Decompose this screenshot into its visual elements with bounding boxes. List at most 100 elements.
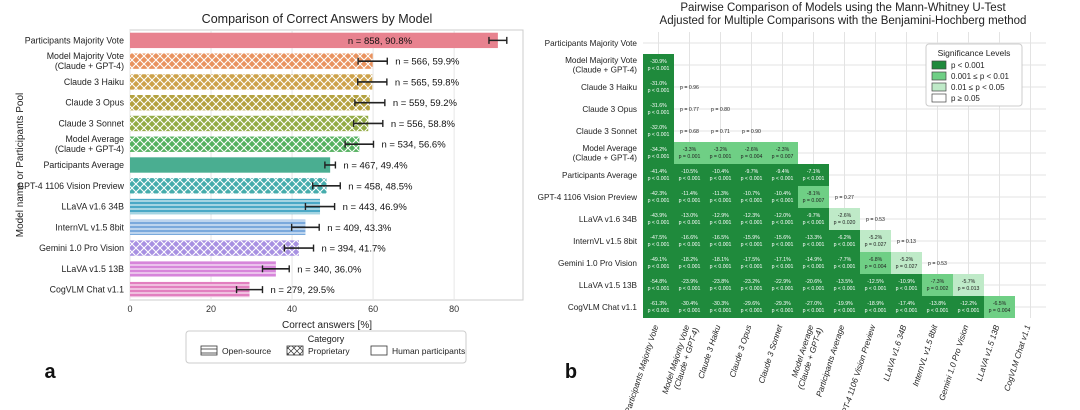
cell-diff-label: -2.6% — [745, 147, 759, 153]
row-label: CogVLM Chat v1.1 — [568, 303, 638, 312]
cell-p-label: p < 0.001 — [648, 88, 670, 94]
data-label: n = 409, 43.3% — [327, 223, 392, 234]
row-label-line: LLaVA v1.5 13B — [579, 281, 638, 290]
heatmap-cell — [705, 186, 736, 208]
cell-p-label: p < 0.001 — [648, 308, 670, 314]
heatmap-cell — [798, 274, 829, 296]
heatmap-cell — [829, 296, 860, 318]
category-label-line: Participants Majority Vote — [25, 35, 124, 45]
legend-swatch-hatch — [287, 346, 303, 355]
x-tick-label: 20 — [206, 304, 216, 314]
cell-p-label: p < 0.001 — [772, 286, 794, 292]
heatmap-cell — [705, 252, 736, 274]
heatmap-cell — [767, 230, 798, 252]
bar-hatch — [130, 240, 299, 256]
heatmap-cell — [674, 230, 705, 252]
cell-p-label: p < 0.001 — [679, 264, 701, 270]
cell-p-label: p < 0.001 — [927, 308, 949, 314]
cell-diff-label: -34.2% — [650, 147, 667, 153]
heatmap-cell — [643, 76, 674, 98]
heatmap-cell — [798, 208, 829, 230]
cell-diff-label: -7.3% — [931, 279, 945, 285]
cell-p-label: p < 0.001 — [772, 220, 794, 226]
heatmap-cell — [767, 296, 798, 318]
bar-hatch — [130, 198, 321, 215]
cell-p-label: p = 0.027 — [896, 264, 918, 270]
category-label: Model Average (Claude + GPT-4) — [55, 134, 124, 154]
data-label: n = 858, 90.8% — [348, 36, 413, 47]
cell-p-label: p = 0.96 — [680, 85, 699, 91]
cell-diff-label: -54.8% — [650, 279, 667, 285]
cell-p-label: p = 0.53 — [928, 261, 947, 267]
heatmap-subtitle: Adjusted for Multiple Comparisons with t… — [660, 15, 1027, 27]
category-label-line: (Claude + GPT-4) — [55, 144, 124, 154]
heatmap-cell — [891, 252, 922, 274]
panel-letter-b: b — [565, 361, 577, 383]
cell-diff-label: -14.9% — [805, 257, 822, 263]
legend-frame — [185, 330, 467, 364]
heatmap-cell — [736, 208, 767, 230]
cell-p-label: p < 0.001 — [834, 242, 856, 248]
heatmap-cell — [736, 164, 767, 186]
heatmap-cell — [674, 142, 705, 164]
cell-p-label: p < 0.001 — [648, 220, 670, 226]
panel-letter-a: a — [44, 361, 56, 383]
row-label-line: Gemini 1.0 Pro Vision — [558, 259, 637, 268]
row-label: LLaVA v1.6 34B — [579, 215, 638, 224]
legend-label: Proprietary — [308, 346, 350, 356]
cell-diff-label: -12.9% — [712, 213, 729, 219]
heatmap-cell — [643, 296, 674, 318]
cell-p-label: p = 0.77 — [680, 107, 699, 113]
cell-diff-label: -41.4% — [650, 169, 667, 175]
legend-swatch — [931, 60, 947, 70]
cell-diff-label: -2.3% — [776, 147, 790, 153]
cell-p-label: p < 0.001 — [834, 264, 856, 270]
category-label-line: Participants Average — [43, 160, 124, 170]
cell-diff-label: -23.2% — [743, 279, 760, 285]
heatmap-cell — [829, 230, 860, 252]
cell-diff-label: -11.3% — [712, 191, 728, 197]
data-label: n = 394, 41.7% — [322, 244, 387, 255]
column-label: LLaVA v1.5 13B — [975, 323, 1002, 382]
bar-hatch — [130, 261, 276, 277]
cell-diff-label: -31.0% — [650, 81, 667, 87]
heatmap-cell — [674, 252, 705, 274]
cell-p-label: p < 0.001 — [741, 198, 763, 204]
heatmap-cell — [829, 252, 860, 274]
heatmap-cell — [736, 142, 767, 164]
legend-swatch — [370, 345, 388, 356]
row-label-line: Participants Average — [562, 171, 637, 180]
cell-p-label: p < 0.001 — [865, 308, 887, 314]
category-label-line: InternVL v1.5 8bit — [55, 222, 124, 232]
cell-diff-label: -23.9% — [681, 279, 698, 285]
heatmap-cell — [891, 274, 922, 296]
cell-p-label: p < 0.001 — [803, 176, 825, 182]
row-label-line: Model Average — [583, 144, 638, 153]
heatmap-cell — [643, 186, 674, 208]
cell-diff-label: -42.3% — [650, 191, 667, 197]
cell-p-label: p < 0.001 — [834, 286, 856, 292]
legend-swatch — [931, 93, 947, 103]
heatmap-cell — [705, 164, 736, 186]
data-label: n = 340, 36.0% — [297, 264, 362, 275]
cell-p-label: p < 0.001 — [648, 110, 670, 116]
row-label-line: Participants Majority Vote — [545, 39, 638, 48]
column-label: Claude 3 Sonnet — [757, 323, 785, 384]
category-label: CogVLM Chat v1.1 — [50, 285, 124, 295]
row-label: InternVL v1.5 8bit — [573, 237, 638, 246]
data-label: n = 565, 59.8% — [395, 77, 460, 88]
heatmap-cell — [736, 274, 767, 296]
heatmap-cell — [767, 186, 798, 208]
error-bars — [235, 36, 508, 294]
category-label: Claude 3 Haiku — [64, 77, 124, 87]
row-label-line: InternVL v1.5 8bit — [573, 237, 638, 246]
cell-diff-label: -12.3% — [743, 213, 760, 219]
row-label: Model Average (Claude + GPT-4) — [573, 144, 638, 163]
bars — [130, 32, 498, 298]
cell-p-label: p < 0.001 — [803, 242, 825, 248]
column-label: InternVL v1.5 8bit — [911, 323, 940, 387]
cell-diff-label: -3.2% — [714, 147, 728, 153]
category-label: InternVL v1.5 8bit — [55, 222, 124, 232]
cell-p-label: p < 0.001 — [679, 308, 701, 314]
category-label-line: Claude 3 Opus — [65, 98, 124, 108]
